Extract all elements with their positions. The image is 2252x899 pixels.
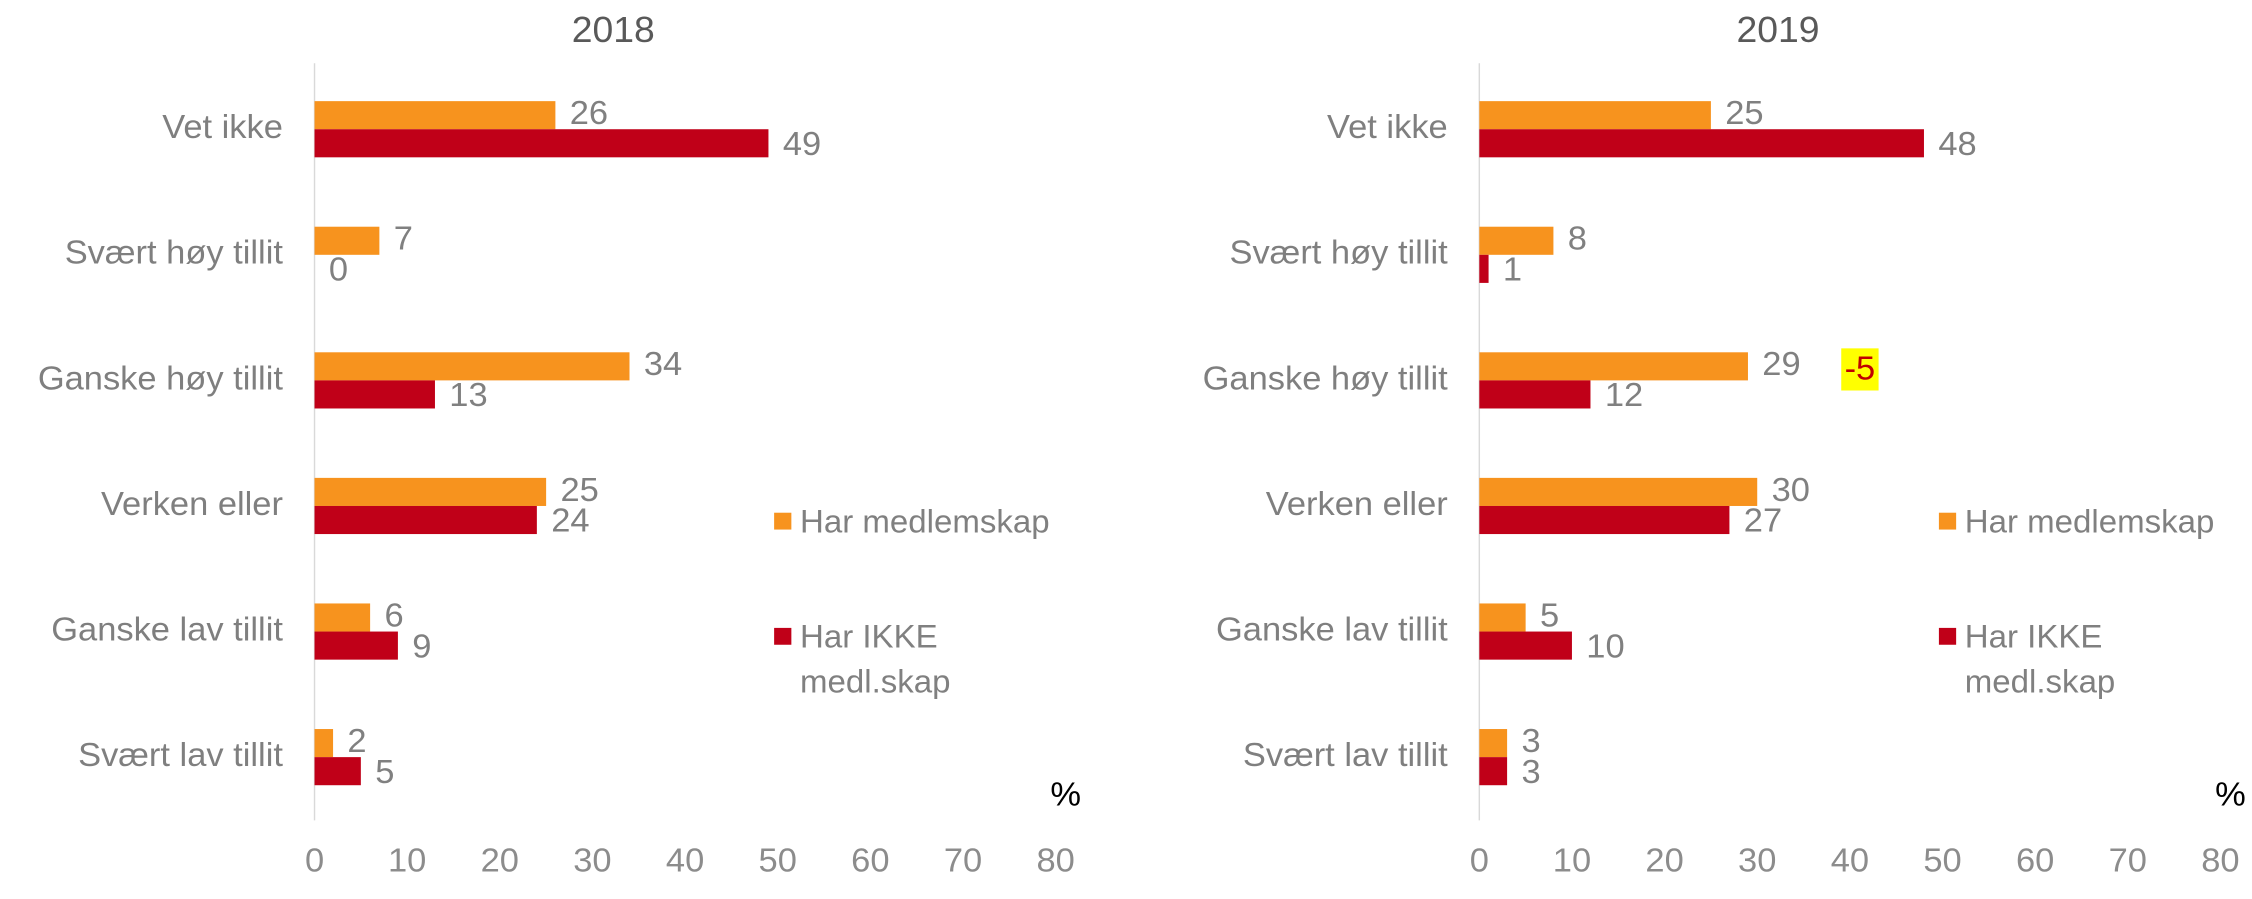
bar bbox=[1479, 757, 1508, 786]
bar bbox=[1479, 226, 1554, 255]
x-axis-unit: % bbox=[1050, 776, 1081, 814]
legend-swatch bbox=[774, 627, 792, 645]
data-label: 7 bbox=[394, 220, 413, 258]
data-label: 24 bbox=[551, 502, 589, 540]
x-tick-label: 30 bbox=[1738, 842, 1776, 880]
x-tick-label: 80 bbox=[1036, 842, 1074, 880]
x-tick-label: 80 bbox=[2201, 842, 2239, 880]
data-label: 9 bbox=[412, 628, 431, 666]
category-label: Ganske lav tillit bbox=[51, 611, 283, 649]
legend-label: Har IKKE medl.skap bbox=[799, 618, 951, 700]
data-label: 5 bbox=[375, 753, 394, 791]
bar bbox=[1479, 129, 1924, 158]
chart-title: 2018 bbox=[572, 9, 655, 50]
legend-label: Har IKKE medl.skap bbox=[1964, 618, 2116, 700]
data-label: 3 bbox=[1521, 753, 1540, 791]
x-tick-label: 20 bbox=[1645, 842, 1683, 880]
bar bbox=[314, 477, 547, 506]
x-tick-label: 40 bbox=[666, 842, 704, 880]
x-tick-label: 10 bbox=[1553, 842, 1591, 880]
legend-item: Har IKKE medl.skap bbox=[799, 618, 951, 700]
data-label: 27 bbox=[1744, 502, 1782, 540]
legend-swatch bbox=[1938, 627, 1957, 645]
data-label: 8 bbox=[1568, 220, 1587, 258]
data-label: 1 bbox=[1503, 251, 1522, 289]
data-label: 30 bbox=[1772, 471, 1810, 509]
annotation: -5 bbox=[1845, 350, 1876, 388]
bar bbox=[314, 352, 630, 381]
bar bbox=[314, 505, 537, 535]
bar bbox=[314, 729, 334, 758]
legend-label: Har medlemskap bbox=[799, 502, 1050, 540]
category-label: Svært høy tillit bbox=[65, 234, 284, 272]
category-label: Vet ikke bbox=[1327, 108, 1448, 146]
bar bbox=[1479, 380, 1591, 409]
bar bbox=[1479, 603, 1526, 632]
data-label: 25 bbox=[1725, 94, 1763, 132]
x-tick-label: 60 bbox=[851, 842, 889, 880]
legend-label: Har medlemskap bbox=[1964, 502, 2215, 540]
x-tick-label: 70 bbox=[2109, 842, 2147, 880]
x-tick-label: 50 bbox=[1923, 842, 1961, 880]
data-label: 34 bbox=[644, 346, 682, 384]
bar bbox=[314, 603, 371, 632]
data-label: 10 bbox=[1586, 628, 1624, 666]
bar bbox=[1479, 631, 1572, 660]
category-label: Ganske lav tillit bbox=[1216, 611, 1448, 649]
bar bbox=[314, 631, 398, 660]
data-label: 49 bbox=[783, 125, 821, 163]
bar bbox=[1479, 505, 1730, 535]
x-tick-label: 0 bbox=[305, 842, 324, 880]
bar bbox=[314, 380, 435, 409]
annotation-highlight bbox=[1841, 348, 1879, 391]
category-label: Verken eller bbox=[1266, 485, 1448, 523]
data-label: 26 bbox=[570, 94, 608, 132]
chart-title: 2019 bbox=[1737, 9, 1820, 50]
bar bbox=[1479, 729, 1508, 758]
bar bbox=[1479, 477, 1758, 506]
data-label: 12 bbox=[1605, 376, 1643, 414]
data-label: 13 bbox=[449, 376, 487, 414]
x-tick-label: 30 bbox=[573, 842, 611, 880]
x-tick-label: 40 bbox=[1831, 842, 1869, 880]
x-tick-label: 20 bbox=[481, 842, 519, 880]
bar bbox=[1479, 254, 1489, 283]
bar bbox=[314, 757, 361, 786]
x-axis-unit: % bbox=[2215, 776, 2246, 814]
legend-swatch bbox=[1938, 512, 1957, 530]
bar bbox=[314, 101, 556, 130]
category-label: Ganske høy tillit bbox=[1203, 360, 1449, 398]
legend-item: Har medlemskap bbox=[799, 502, 1050, 540]
legend-item: Har medlemskap bbox=[1964, 502, 2215, 540]
category-label: Svært lav tillit bbox=[1243, 736, 1448, 774]
category-label: Svært lav tillit bbox=[78, 736, 283, 774]
data-label: 48 bbox=[1938, 125, 1976, 163]
category-label: Svært høy tillit bbox=[1229, 234, 1448, 272]
category-label: Vet ikke bbox=[162, 108, 283, 146]
category-label: Ganske høy tillit bbox=[38, 360, 284, 398]
x-tick-label: 0 bbox=[1470, 842, 1489, 880]
data-label: 25 bbox=[560, 471, 598, 509]
x-tick-label: 60 bbox=[2016, 842, 2054, 880]
data-label: 6 bbox=[384, 597, 403, 635]
x-tick-label: 50 bbox=[759, 842, 797, 880]
data-label: 29 bbox=[1762, 346, 1800, 384]
legend-item: Har IKKE medl.skap bbox=[1964, 618, 2116, 700]
data-label: 3 bbox=[1521, 722, 1540, 760]
bar bbox=[1479, 101, 1711, 130]
bar bbox=[1479, 352, 1748, 381]
x-tick-label: 70 bbox=[944, 842, 982, 880]
data-label: 5 bbox=[1540, 597, 1559, 635]
legend-swatch bbox=[774, 512, 792, 530]
bar bbox=[314, 129, 769, 158]
category-label: Verken eller bbox=[101, 485, 283, 523]
x-tick-label: 10 bbox=[388, 842, 426, 880]
data-label: 0 bbox=[329, 251, 348, 289]
data-label: 2 bbox=[347, 722, 366, 760]
bar bbox=[314, 226, 380, 255]
